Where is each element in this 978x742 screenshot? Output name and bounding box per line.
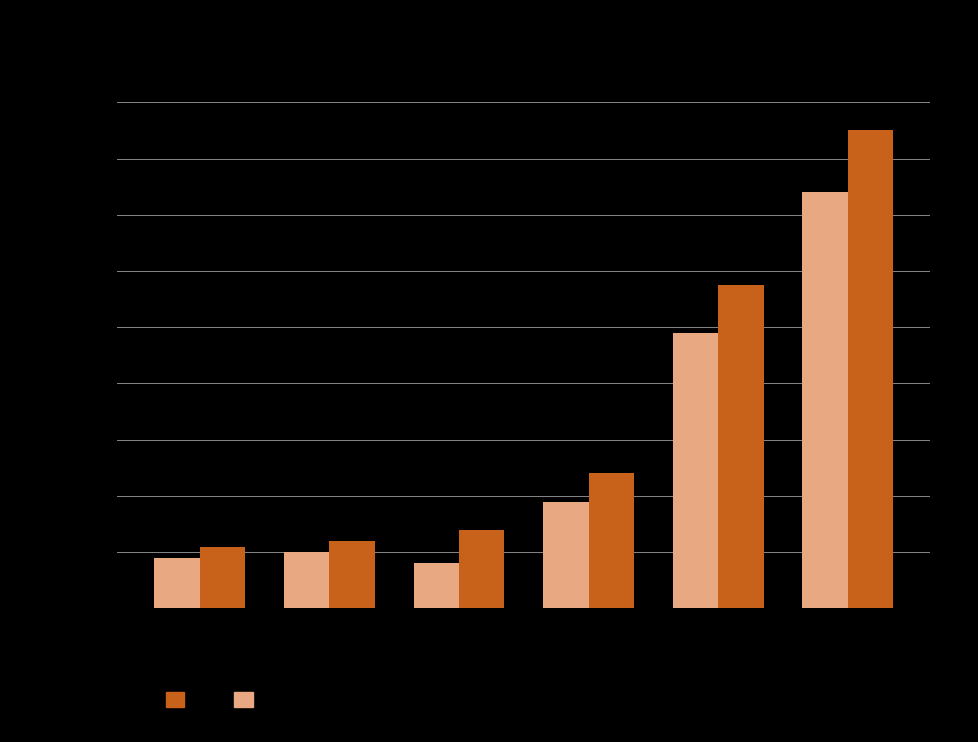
Bar	[459, 530, 504, 608]
Bar	[847, 131, 892, 608]
Bar	[413, 563, 459, 608]
Bar	[284, 552, 329, 608]
Bar	[588, 473, 634, 608]
Bar	[155, 558, 200, 608]
Bar	[672, 333, 718, 608]
Bar	[718, 285, 763, 608]
Bar	[200, 547, 244, 608]
Bar	[329, 541, 375, 608]
Bar	[802, 192, 847, 608]
Legend: , : ,	[165, 692, 257, 708]
Bar	[543, 502, 588, 608]
